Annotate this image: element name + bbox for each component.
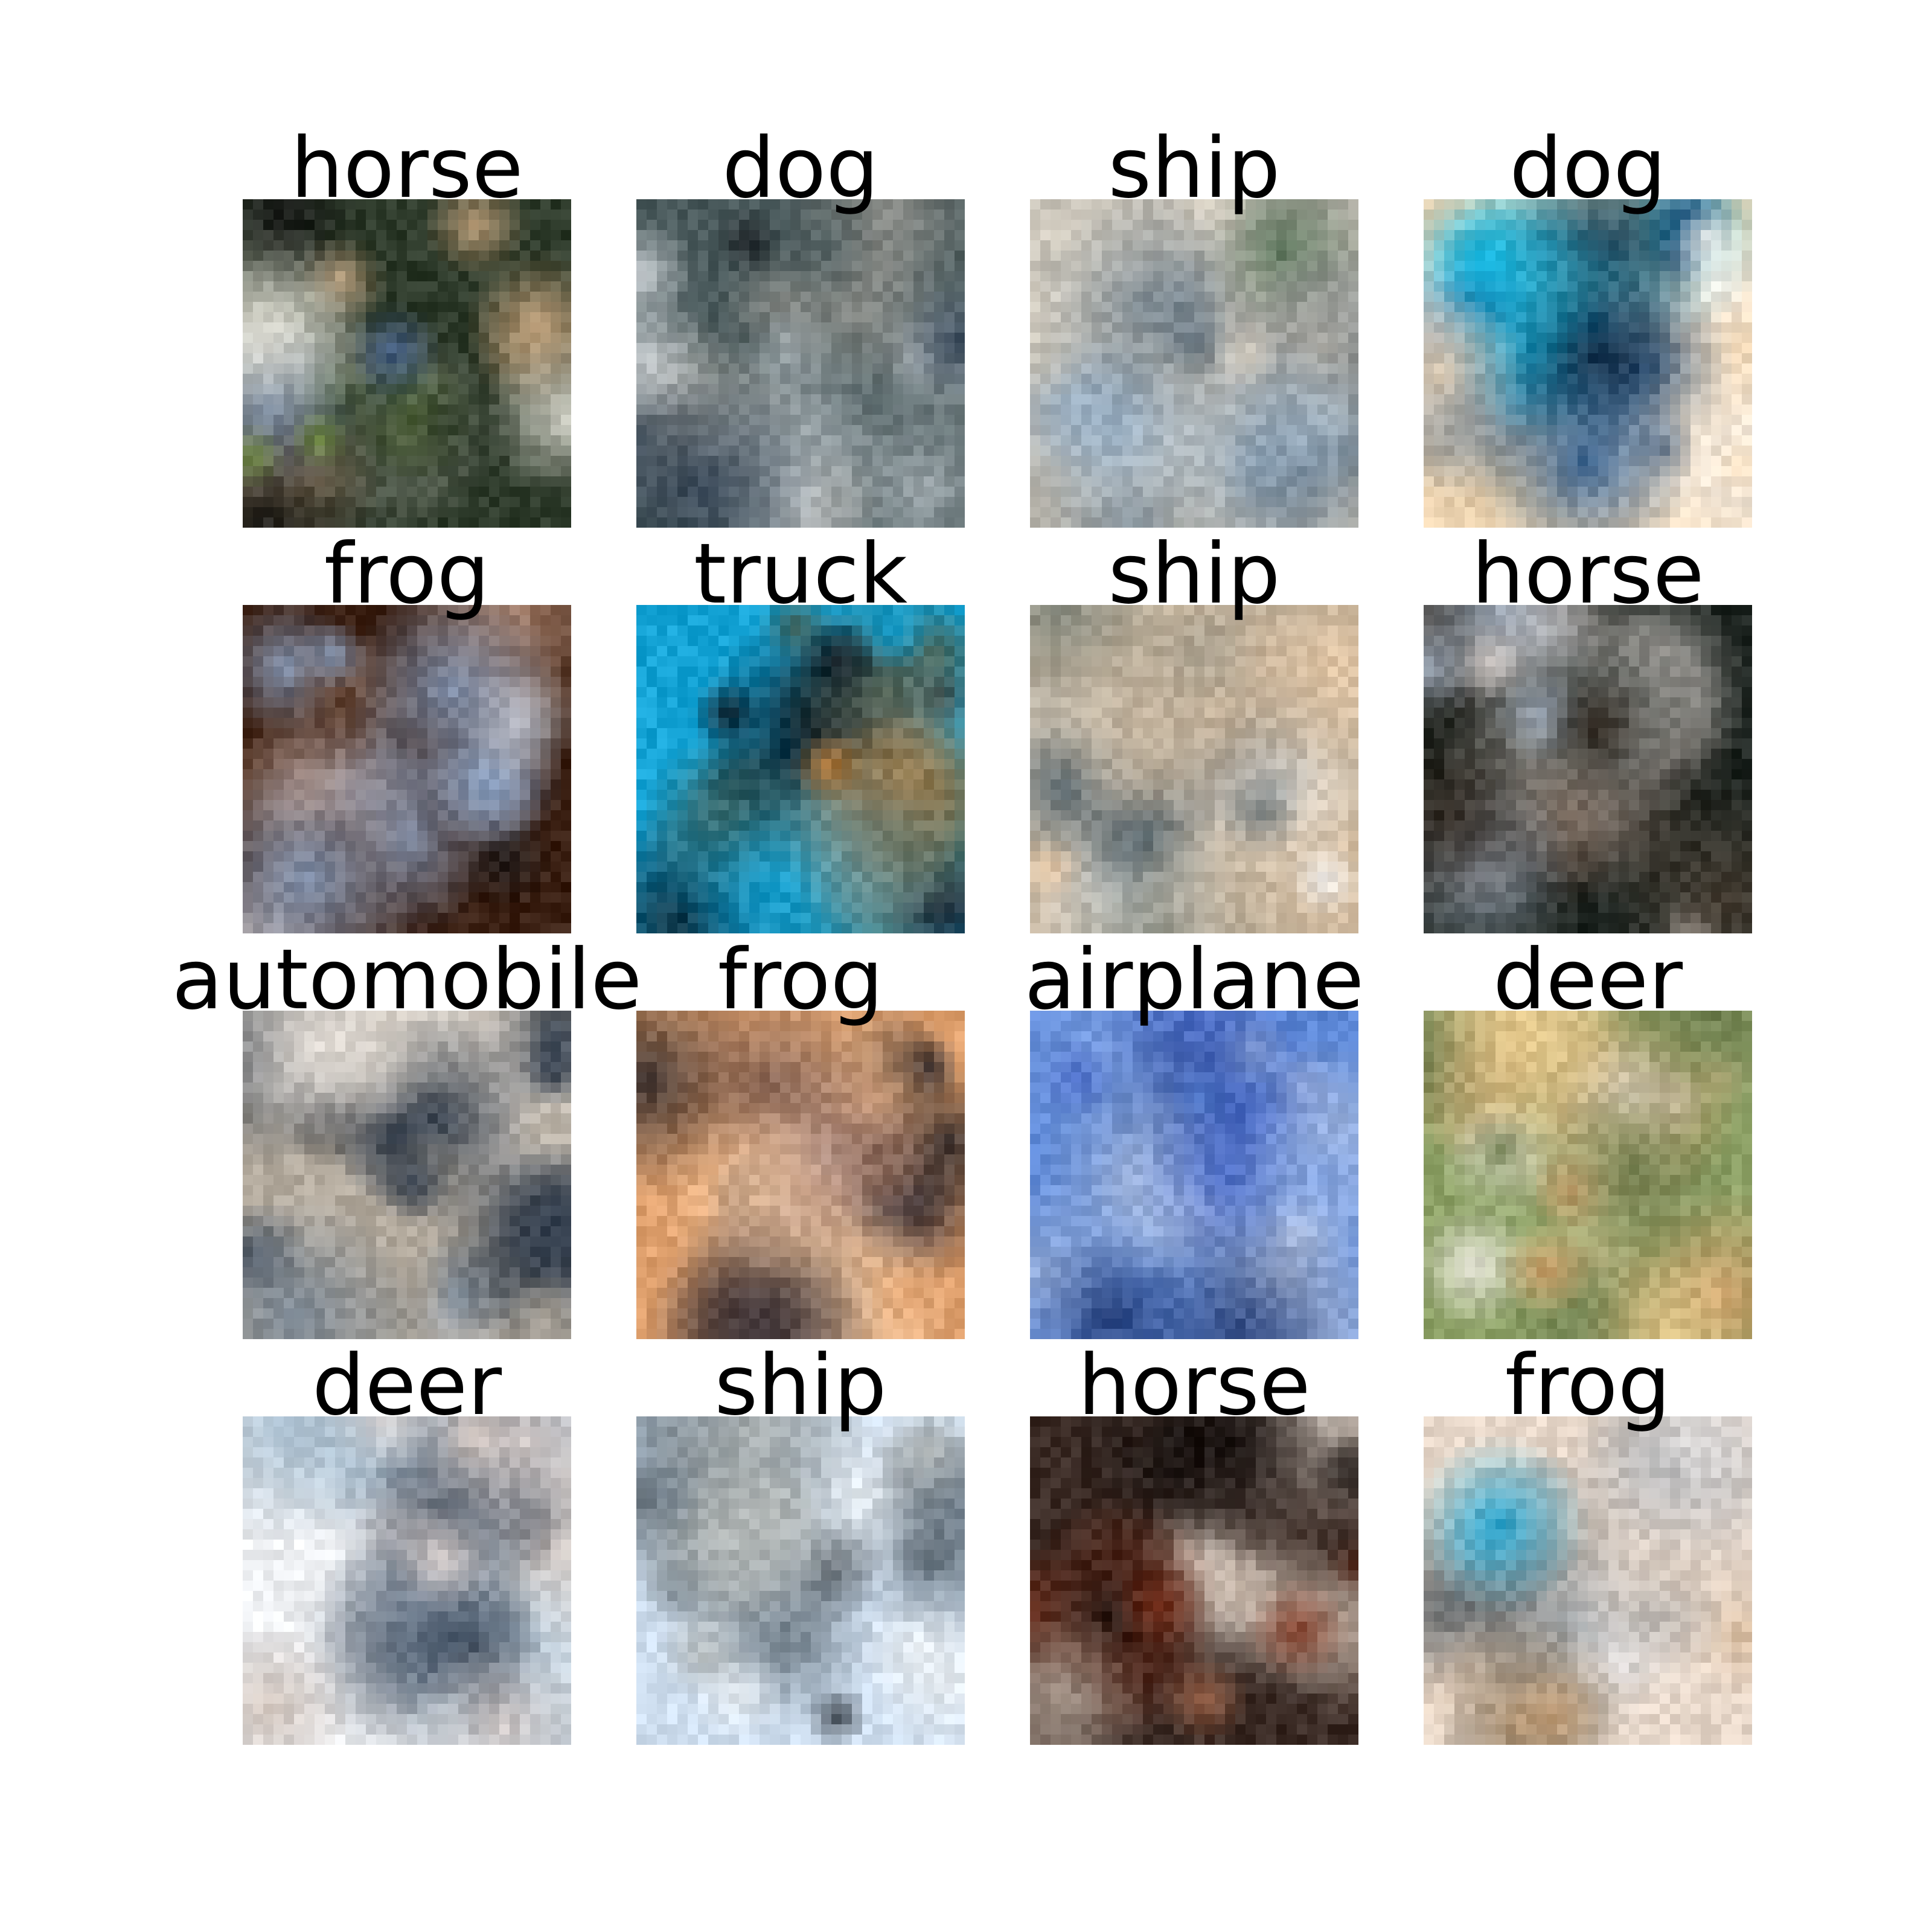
blurry-horse-photo: [1030, 1416, 1358, 1745]
blurry-frog-photo: [1424, 1416, 1752, 1745]
grid-cell: frog: [1424, 1344, 1752, 1745]
tile-label: horse: [1471, 525, 1704, 622]
grid-cell: horse: [243, 127, 571, 528]
grid-cell: dog: [636, 127, 965, 528]
tile-label: dog: [1509, 120, 1666, 217]
blurry-horse-photo: [1424, 605, 1752, 933]
blurry-dog-photo: [636, 199, 965, 528]
tile-label: horse: [290, 120, 523, 217]
tile-label: ship: [1108, 120, 1281, 217]
blurry-frog-photo: [243, 605, 571, 933]
blurry-ship-photo: [1030, 199, 1358, 528]
tile-label: truck: [693, 525, 908, 622]
grid-cell: horse: [1030, 1344, 1358, 1745]
tile-label: frog: [324, 525, 490, 622]
tile-label: horse: [1078, 1337, 1311, 1434]
tile-label: frog: [1505, 1337, 1671, 1434]
tile-label: frog: [717, 931, 884, 1028]
blurry-automobile-photo: [243, 1011, 571, 1339]
tile-label: automobile: [171, 931, 642, 1028]
grid-cell: ship: [1030, 533, 1358, 933]
blurry-ship-photo: [1030, 605, 1358, 933]
grid-cell: ship: [636, 1344, 965, 1745]
grid-cell: deer: [1424, 938, 1752, 1339]
grid-cell: automobile: [172, 938, 642, 1339]
tile-label: airplane: [1024, 931, 1364, 1028]
blurry-truck-photo: [636, 605, 965, 933]
blurry-horse-photo: [243, 199, 571, 528]
blurry-airplane-photo: [1030, 1011, 1358, 1339]
tile-label: deer: [1492, 931, 1683, 1028]
blurry-ship-photo: [636, 1416, 965, 1745]
blurry-dog-photo: [1424, 199, 1752, 528]
grid-cell: dog: [1424, 127, 1752, 528]
tile-label: ship: [714, 1337, 887, 1434]
grid-cell: deer: [243, 1344, 571, 1745]
grid-cell: truck: [636, 533, 965, 933]
blurry-frog-photo: [636, 1011, 965, 1339]
blurry-deer-photo: [243, 1416, 571, 1745]
grid-cell: frog: [243, 533, 571, 933]
tile-label: deer: [312, 1337, 502, 1434]
grid-cell: frog: [636, 938, 965, 1339]
blurry-deer-photo: [1424, 1011, 1752, 1339]
tile-label: dog: [722, 120, 879, 217]
grid-cell: ship: [1030, 127, 1358, 528]
grid-cell: horse: [1424, 533, 1752, 933]
tile-label: ship: [1108, 525, 1281, 622]
grid-cell: airplane: [1025, 938, 1364, 1339]
